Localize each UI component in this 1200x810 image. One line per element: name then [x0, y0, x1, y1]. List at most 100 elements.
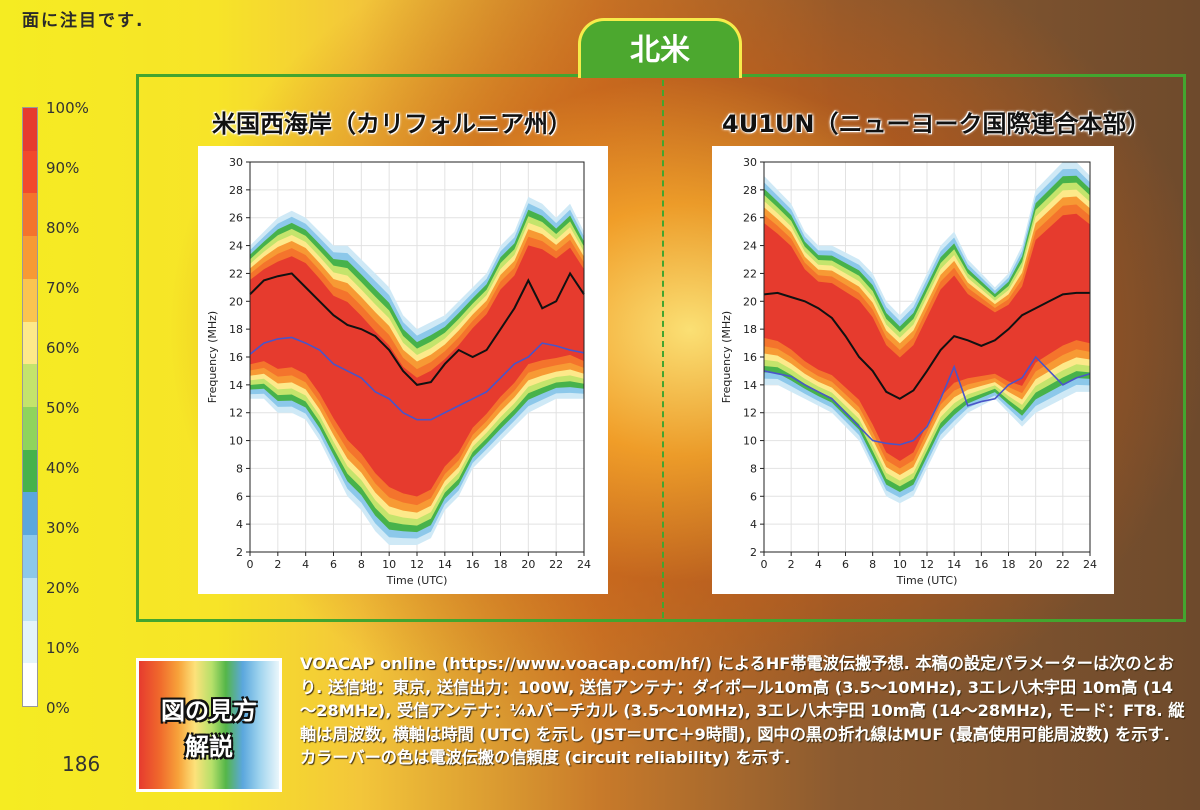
y-tick-label: 4	[750, 518, 757, 531]
series-line-blue	[249, 336, 585, 421]
muf-line	[249, 271, 585, 386]
description-text: VOACAP online (https://www.voacap.com/hf…	[300, 654, 1185, 768]
colorbar-segment	[23, 108, 37, 152]
x-tick-label: 22	[1056, 558, 1070, 571]
chart-title-west-coast: 米国西海岸（カリフォルニア州）	[212, 110, 572, 138]
y-tick-label: 24	[229, 240, 243, 253]
y-tick-label: 28	[229, 184, 243, 197]
colorbar-segment	[23, 407, 37, 451]
colorbar-label: 60%	[46, 339, 80, 357]
y-tick-label: 4	[236, 518, 243, 531]
colorbar-segment	[23, 535, 37, 579]
x-tick-label: 20	[521, 558, 535, 571]
legend-guide-line2: 解説	[185, 733, 233, 761]
x-tick-label: 22	[549, 558, 563, 571]
x-tick-label: 0	[247, 558, 254, 571]
x-tick-label: 4	[815, 558, 822, 571]
y-tick-label: 2	[236, 546, 243, 559]
colorbar-segment	[23, 321, 37, 365]
x-tick-label: 4	[302, 558, 309, 571]
x-tick-label: 8	[869, 558, 876, 571]
colorbar-segment	[23, 236, 37, 280]
colorbar-segment	[23, 364, 37, 408]
y-tick-label: 30	[229, 156, 243, 169]
series-line-blue	[763, 355, 1091, 446]
chart-west-coast: 0 2 4 6 8 10 12 14 16 18 20 22 24 2 4 6 8 10 12 14 16 18 20 22 2…	[198, 146, 608, 594]
y-tick-label: 18	[743, 323, 757, 336]
x-tick-label: 24	[1083, 558, 1097, 571]
y-tick-label: 10	[743, 435, 757, 448]
x-tick-label: 16	[974, 558, 988, 571]
chart-west-coast-svg: 0 2 4 6 8 10 12 14 16 18 20 22 242468101214161820222…	[206, 156, 591, 587]
legend-guide-card: 図の見方 解説	[136, 658, 282, 792]
y-tick-label: 16	[743, 351, 757, 364]
x-tick-label: 10	[893, 558, 907, 571]
x-tick-label: 18	[1002, 558, 1016, 571]
y-tick-label: 26	[229, 212, 243, 225]
x-axis-label: Time (UTC)	[896, 574, 958, 587]
y-tick-label: 18	[229, 323, 243, 336]
y-tick-label: 2	[750, 546, 757, 559]
panel-divider	[662, 80, 664, 618]
y-tick-label: 12	[229, 407, 243, 420]
y-tick-label: 22	[229, 267, 243, 280]
y-tick-label: 6	[236, 490, 243, 503]
colorbar-label: 70%	[46, 279, 80, 297]
colorbar-label: 50%	[46, 399, 80, 417]
page-number: 186	[62, 752, 101, 776]
reliability-band	[764, 213, 1090, 461]
x-tick-label: 12	[920, 558, 934, 571]
y-tick-label: 20	[743, 295, 757, 308]
y-tick-label: 8	[750, 462, 757, 475]
region-tab: 北米	[578, 18, 742, 78]
y-tick-label: 16	[229, 351, 243, 364]
x-tick-label: 20	[1029, 558, 1043, 571]
x-tick-label: 2	[788, 558, 795, 571]
chart-4u1un-svg: 0 2 4 6 8 10 12 14 16 18 20 22 242468101214161820222…	[720, 156, 1097, 587]
colorbar-segment	[23, 449, 37, 493]
y-tick-label: 28	[743, 184, 757, 197]
x-tick-label: 24	[577, 558, 591, 571]
x-tick-label: 14	[947, 558, 961, 571]
colorbar-label: 90%	[46, 159, 80, 177]
colorbar-segment	[23, 492, 37, 536]
y-tick-label: 22	[743, 267, 757, 280]
y-tick-label: 26	[743, 212, 757, 225]
colorbar-label: 0%	[46, 699, 70, 717]
colorbar-segment	[23, 150, 37, 194]
colorbar-label: 20%	[46, 579, 80, 597]
x-tick-label: 16	[466, 558, 480, 571]
y-tick-label: 12	[743, 407, 757, 420]
y-tick-label: 10	[229, 435, 243, 448]
colorbar-segment	[23, 620, 37, 664]
colorbar-label: 100%	[46, 99, 89, 117]
x-tick-label: 2	[274, 558, 281, 571]
y-tick-label: 14	[743, 379, 757, 392]
colorbar-segment	[23, 577, 37, 622]
y-tick-label: 20	[229, 295, 243, 308]
colorbar-segment	[23, 193, 37, 237]
x-tick-label: 0	[761, 558, 768, 571]
x-tick-label: 12	[410, 558, 424, 571]
x-tick-label: 6	[842, 558, 849, 571]
reliability-band	[250, 245, 584, 497]
colorbar-label: 30%	[46, 519, 80, 537]
x-tick-label: 14	[438, 558, 452, 571]
y-tick-label: 24	[743, 240, 757, 253]
colorbar-segment	[23, 663, 37, 707]
colorbar-label: 10%	[46, 639, 80, 657]
colorbar-label: 80%	[46, 219, 80, 237]
y-tick-label: 14	[229, 379, 243, 392]
y-tick-label: 30	[743, 156, 757, 169]
x-tick-label: 6	[330, 558, 337, 571]
chart-title-4u1un: 4U1UN（ニューヨーク国際連合本部）	[722, 110, 1151, 138]
y-axis-label: Frequency (MHz)	[720, 311, 733, 403]
x-tick-label: 10	[382, 558, 396, 571]
x-axis-label: Time (UTC)	[386, 574, 448, 587]
chart-4u1un: 0 2 4 6 8 10 12 14 16 18 20 22 24 2 4 6 8 10 12 14 16 18 20 22 2…	[712, 146, 1114, 594]
x-tick-label: 18	[494, 558, 508, 571]
y-tick-label: 6	[750, 490, 757, 503]
y-axis-label: Frequency (MHz)	[206, 311, 219, 403]
colorbar-label: 40%	[46, 459, 80, 477]
reliability-colorbar	[22, 107, 38, 707]
